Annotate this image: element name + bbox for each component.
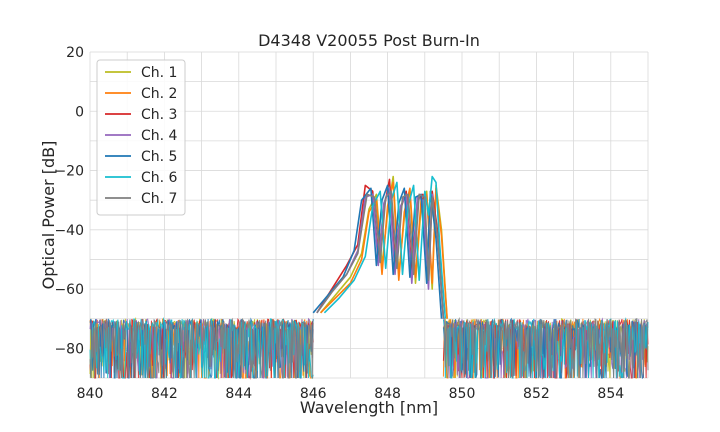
y-axis-label: Optical Power [dB] bbox=[39, 141, 58, 290]
series-lines bbox=[312, 175, 448, 319]
noise-trace bbox=[442, 317, 649, 379]
legend-label: Ch. 6 bbox=[141, 170, 178, 186]
x-tick-label: 844 bbox=[225, 386, 252, 402]
legend-label: Ch. 3 bbox=[141, 107, 177, 123]
x-axis-label: Wavelength [nm] bbox=[300, 398, 438, 417]
y-tick-label: 20 bbox=[66, 45, 84, 61]
x-tick-label: 852 bbox=[523, 386, 550, 402]
legend-label: Ch. 7 bbox=[141, 191, 177, 207]
y-tick-label: −80 bbox=[54, 341, 84, 357]
tick-labels: 840 842 844 846 848 850 852 854 20 0 −20 −40 −60 −80 bbox=[54, 45, 624, 402]
noise-trace bbox=[89, 317, 314, 379]
y-tick-label: −20 bbox=[54, 164, 84, 180]
series-line bbox=[316, 190, 445, 319]
x-tick-label: 842 bbox=[151, 386, 178, 402]
x-tick-label: 850 bbox=[449, 386, 476, 402]
x-tick-label: 840 bbox=[77, 386, 104, 402]
series-line bbox=[320, 181, 448, 319]
chart-title: D4348 V20055 Post Burn-In bbox=[258, 31, 480, 50]
x-tick-label: 848 bbox=[374, 386, 401, 402]
series-line bbox=[312, 184, 443, 319]
legend-label: Ch. 5 bbox=[141, 149, 177, 165]
y-tick-label: −40 bbox=[54, 223, 84, 239]
noise-trace bbox=[89, 317, 314, 380]
legend-label: Ch. 1 bbox=[141, 65, 177, 81]
noise-floor bbox=[89, 316, 649, 380]
x-tick-label: 846 bbox=[300, 386, 327, 402]
y-tick-label: −60 bbox=[54, 282, 84, 298]
legend-label: Ch. 2 bbox=[141, 86, 177, 102]
x-tick-label: 854 bbox=[597, 386, 624, 402]
y-tick-label: 0 bbox=[75, 104, 84, 120]
series-line bbox=[323, 175, 447, 319]
legend-label: Ch. 4 bbox=[141, 128, 178, 144]
legend: Ch. 1 Ch. 2 Ch. 3 Ch. 4 Ch. 5 Ch. 6 Ch. 7 bbox=[96, 59, 186, 216]
